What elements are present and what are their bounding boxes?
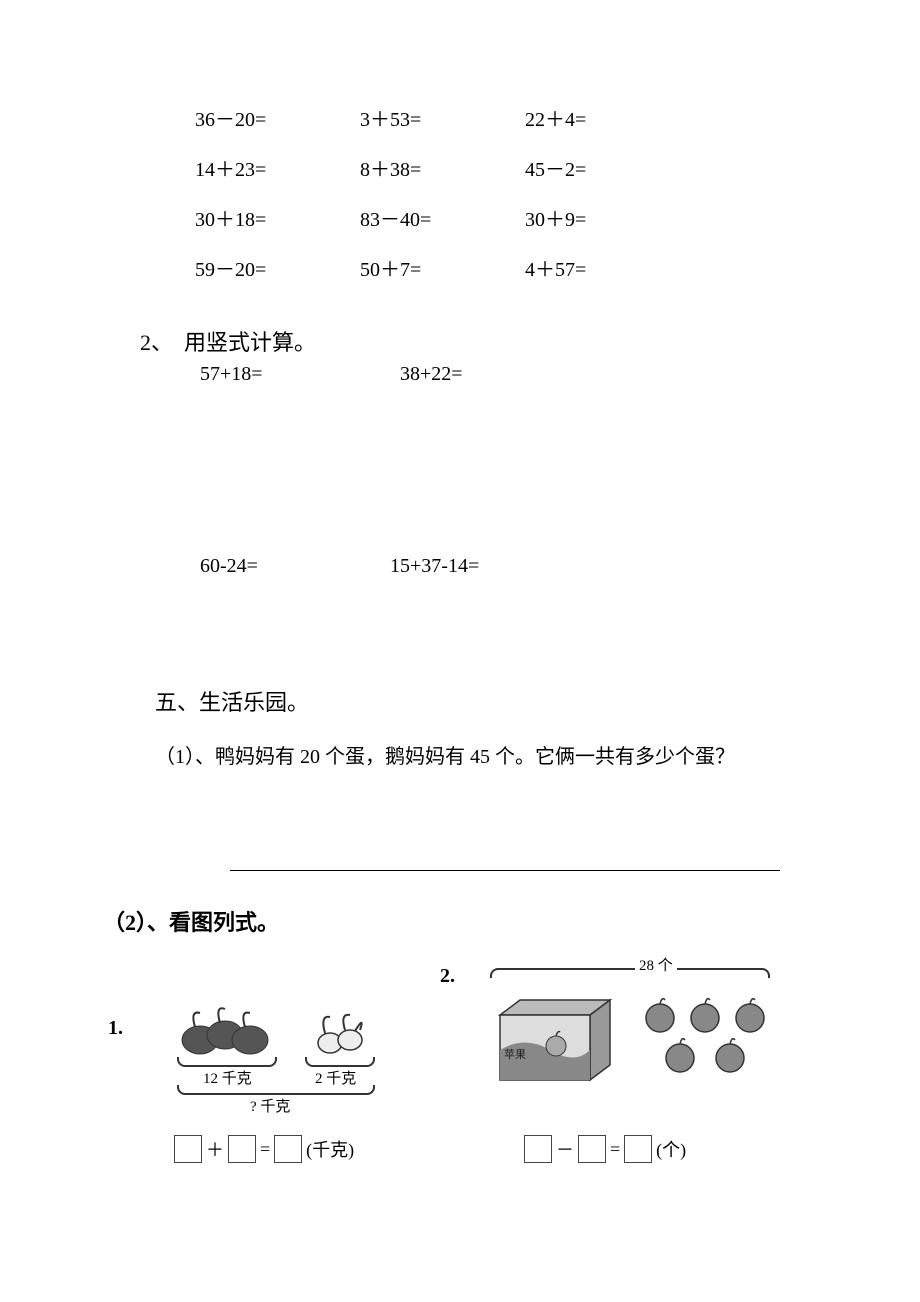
arith-row: 59－20= 50＋7= 4＋57= xyxy=(195,260,690,280)
arith-row: 36－20= 3＋53= 22＋4= xyxy=(195,110,690,130)
bracket-icon xyxy=(177,1085,375,1095)
diagram-2-number: 2. xyxy=(440,965,455,988)
arith-cell: 30＋18= xyxy=(195,210,360,230)
word-problem-1: （1）、鸭妈妈有 20 个蛋，鹅妈妈有 45 个。它俩一共有多少个蛋？ xyxy=(155,740,735,769)
unit-label: (千克) xyxy=(306,1136,354,1162)
arith-cell: 14＋23= xyxy=(195,160,360,180)
operator-minus: － xyxy=(556,1136,574,1162)
arith-cell: 36－20= xyxy=(195,110,360,130)
bracket-icon xyxy=(490,968,770,978)
unknown-label: ? 千克 xyxy=(250,1095,290,1116)
arith-cell: 22＋4= xyxy=(525,110,690,130)
subsection-2-heading: （2）、看图列式。 xyxy=(103,905,279,937)
arithmetic-grid: 36－20= 3＋53= 22＋4= 14＋23= 8＋38= 45－2= 30… xyxy=(195,110,690,310)
arith-row: 30＋18= 83－40= 30＋9= xyxy=(195,210,690,230)
vertical-calc-cell: 38+22= xyxy=(400,363,463,386)
vegetables-icon xyxy=(155,985,415,1085)
arith-row: 14＋23= 8＋38= 45－2= xyxy=(195,160,690,180)
vertical-calc-cell: 15+37-14= xyxy=(390,555,479,578)
section-2-heading: 2、 用竖式计算。 xyxy=(140,325,316,357)
bracket-icon xyxy=(177,1057,277,1067)
answer-box[interactable] xyxy=(524,1135,552,1163)
diagram-2: 28 个 苹果 xyxy=(470,960,790,1130)
arith-cell: 83－40= xyxy=(360,210,525,230)
total-label: 28 个 xyxy=(635,954,677,975)
arith-cell: 50＋7= xyxy=(360,260,525,280)
arith-cell: 59－20= xyxy=(195,260,360,280)
arith-cell: 8＋38= xyxy=(360,160,525,180)
answer-box[interactable] xyxy=(174,1135,202,1163)
vertical-calc-cell: 60-24= xyxy=(200,555,258,578)
arith-cell: 45－2= xyxy=(525,160,690,180)
bracket-icon xyxy=(305,1057,375,1067)
arith-cell: 3＋53= xyxy=(360,110,525,130)
operator-plus: ＋ xyxy=(206,1136,224,1162)
answer-box[interactable] xyxy=(228,1135,256,1163)
equals-sign: = xyxy=(610,1139,620,1160)
answer-line xyxy=(230,870,780,871)
section-5-heading: 五、生活乐园。 xyxy=(155,685,309,717)
diagram-1-number: 1. xyxy=(108,1017,123,1040)
equation-1: ＋ = (千克) xyxy=(170,1135,354,1163)
vertical-calc-cell: 57+18= xyxy=(200,363,263,386)
answer-box[interactable] xyxy=(624,1135,652,1163)
arith-cell: 4＋57= xyxy=(525,260,690,280)
equation-2: － = (个) xyxy=(520,1135,686,1163)
answer-box[interactable] xyxy=(578,1135,606,1163)
apple-box-icon xyxy=(480,990,630,1100)
box-label: 苹果 xyxy=(504,1046,526,1062)
unit-label: (个) xyxy=(656,1136,686,1162)
equals-sign: = xyxy=(260,1139,270,1160)
arith-cell: 30＋9= xyxy=(525,210,690,230)
answer-box[interactable] xyxy=(274,1135,302,1163)
apples-icon xyxy=(635,990,785,1100)
